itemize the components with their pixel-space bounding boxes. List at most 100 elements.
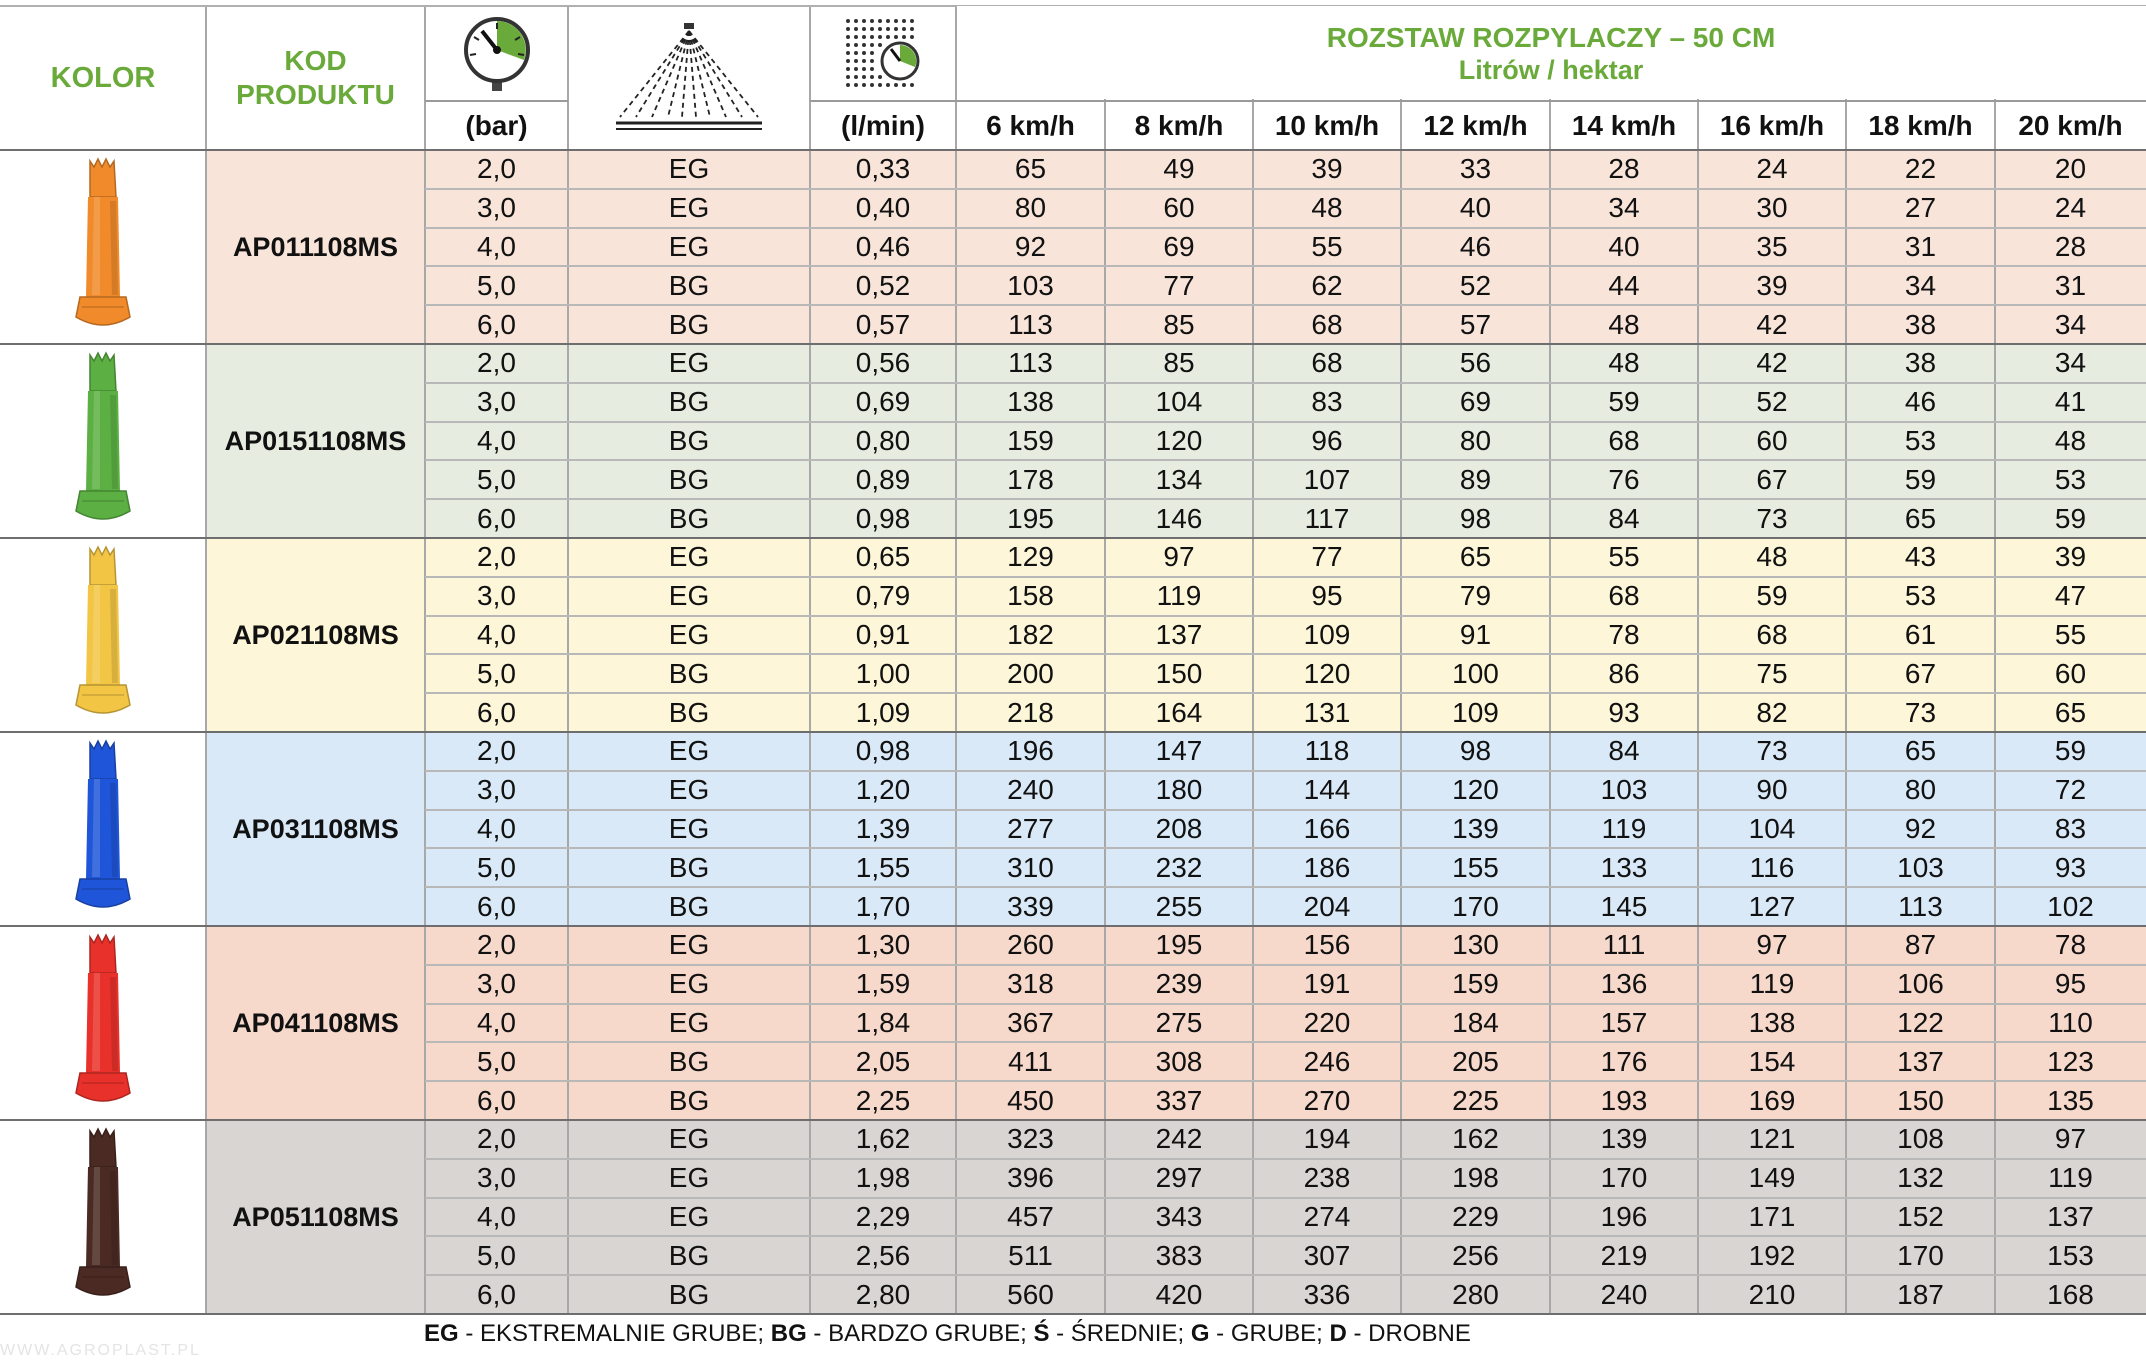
application-rate-cell: 191: [1253, 965, 1401, 1004]
application-rate-cell-value: 170: [1897, 1239, 1944, 1271]
application-rate-cell: 225: [1401, 1081, 1550, 1120]
application-rate-cell: 60: [1698, 422, 1846, 461]
nozzle-application-rate-table: KOLOR KOD PRODUKTU: [0, 5, 2146, 1316]
application-rate-cell-value: 196: [1600, 1200, 1648, 1232]
application-rate-cell: 53: [1846, 422, 1995, 461]
application-rate-cell: 39: [1698, 266, 1846, 305]
application-rate-cell-value: 68: [1756, 618, 1788, 650]
application-rate-cell: 121: [1698, 1120, 1846, 1159]
application-rate-cell-value: 154: [1748, 1045, 1796, 1077]
pressure-cell-value: 3,0: [477, 774, 516, 806]
application-rate-cell: 42: [1698, 305, 1846, 344]
product-code-cell: AP031108MS: [206, 732, 425, 926]
application-rate-cell: 383: [1105, 1236, 1253, 1275]
droplet-class-cell: BG: [568, 693, 810, 732]
application-rate-cell-value: 48: [2054, 424, 2087, 456]
nozzle-image-green: [0, 344, 206, 538]
application-rate-cell-value: 22: [1904, 153, 1937, 185]
droplet-class-cell-value: EG: [668, 735, 710, 767]
application-rate-cell: 133: [1550, 848, 1698, 887]
application-rate-cell-value: 69: [1459, 386, 1492, 418]
legend-abbr: EG: [424, 1320, 459, 1347]
flow-rate-cell-value: 1,59: [855, 968, 911, 1000]
application-rate-cell-value: 297: [1155, 1162, 1203, 1194]
row-divider: [425, 653, 2146, 656]
application-rate-cell: 144: [1253, 771, 1401, 810]
application-rate-cell: 139: [1550, 1120, 1698, 1159]
application-rate-cell: 123: [1995, 1042, 2146, 1081]
application-rate-cell: 193: [1550, 1081, 1698, 1120]
group-divider: [0, 925, 2146, 927]
application-rate-cell-value: 35: [1756, 230, 1788, 262]
pressure-gauge-icon: [425, 6, 568, 101]
application-rate-cell: 119: [1995, 1159, 2146, 1198]
application-rate-cell: 131: [1253, 693, 1401, 732]
application-rate-cell: 150: [1105, 654, 1253, 693]
application-rate-cell-value: 98: [1459, 735, 1492, 767]
application-rate-cell: 60: [1995, 654, 2146, 693]
application-rate-cell: 59: [1995, 499, 2146, 538]
row-divider: [425, 963, 2146, 966]
spacing-title-block: ROZSTAW ROZPYLACZY – 50 CM Litrów / hekt…: [956, 6, 2146, 101]
application-rate-cell: 170: [1846, 1236, 1995, 1275]
flow-rate-cell-value: 2,25: [855, 1084, 911, 1116]
droplet-class-cell: EG: [568, 189, 810, 228]
application-rate-cell-value: 171: [1748, 1200, 1796, 1232]
flow-rate-cell: 0,89: [810, 460, 956, 499]
flow-rate-cell-value: 0,89: [855, 463, 911, 495]
application-rate-cell-value: 53: [1904, 580, 1937, 612]
application-rate-cell-value: 122: [1897, 1006, 1944, 1038]
application-rate-cell: 130: [1401, 926, 1550, 965]
droplet-class-cell: BG: [568, 266, 810, 305]
pressure-cell-value: 4,0: [477, 812, 516, 844]
flow-rate-cell: 0,65: [810, 538, 956, 577]
column-divider: [809, 6, 811, 1314]
pressure-cell: 6,0: [425, 1081, 568, 1120]
product-code-cell: AP0151108MS: [206, 344, 425, 538]
speed-header-label: 20 km/h: [2018, 110, 2123, 141]
application-rate-cell-value: 307: [1303, 1239, 1351, 1271]
pressure-cell: 6,0: [425, 1275, 568, 1314]
nozzle-icon: [72, 544, 134, 726]
application-rate-cell: 178: [956, 460, 1105, 499]
pressure-cell: 5,0: [425, 848, 568, 887]
droplet-class-cell-value: BG: [668, 696, 710, 728]
application-rate-cell: 104: [1105, 383, 1253, 422]
droplet-class-cell-value: BG: [668, 1084, 710, 1116]
nozzle-icon: [72, 350, 134, 532]
application-rate-cell: 242: [1105, 1120, 1253, 1159]
speed-header: 8 km/h: [1105, 102, 1253, 150]
application-rate-cell-value: 52: [1756, 386, 1788, 418]
application-rate-cell: 198: [1401, 1159, 1550, 1198]
application-rate-cell-value: 138: [1748, 1006, 1796, 1038]
application-rate-cell-value: 169: [1748, 1084, 1796, 1116]
pressure-cell-value: 5,0: [477, 851, 516, 883]
column-divider: [567, 6, 569, 1314]
application-rate-cell-value: 139: [1600, 1123, 1648, 1155]
droplet-class-cell: EG: [568, 965, 810, 1004]
pressure-cell-value: 6,0: [477, 1278, 516, 1310]
application-rate-cell-value: 193: [1600, 1084, 1648, 1116]
application-rate-cell-value: 59: [2054, 502, 2087, 534]
application-rate-cell: 106: [1846, 965, 1995, 1004]
application-rate-cell: 92: [956, 228, 1105, 267]
table-row: [425, 693, 2146, 732]
application-rate-cell: 184: [1401, 1004, 1550, 1043]
application-rate-cell-value: 204: [1303, 890, 1351, 922]
group-divider: [0, 731, 2146, 733]
flow-rate-cell: 0,91: [810, 616, 956, 655]
application-rate-cell-value: 43: [1904, 541, 1937, 573]
product-code: AP0151108MS: [224, 425, 407, 456]
application-rate-cell: 24: [1995, 189, 2146, 228]
application-rate-cell-value: 46: [1904, 386, 1937, 418]
legend-text: - ŚREDNIE;: [1049, 1320, 1191, 1347]
application-rate-cell-value: 147: [1155, 735, 1203, 767]
application-rate-cell: 80: [956, 189, 1105, 228]
application-rate-cell-value: 72: [2054, 774, 2087, 806]
application-rate-cell: 93: [1550, 693, 1698, 732]
column-divider: [1845, 6, 1847, 1314]
application-rate-cell: 240: [956, 771, 1105, 810]
pressure-cell-value: 4,0: [477, 618, 516, 650]
application-rate-cell: 120: [1253, 654, 1401, 693]
application-rate-cell: 72: [1995, 771, 2146, 810]
